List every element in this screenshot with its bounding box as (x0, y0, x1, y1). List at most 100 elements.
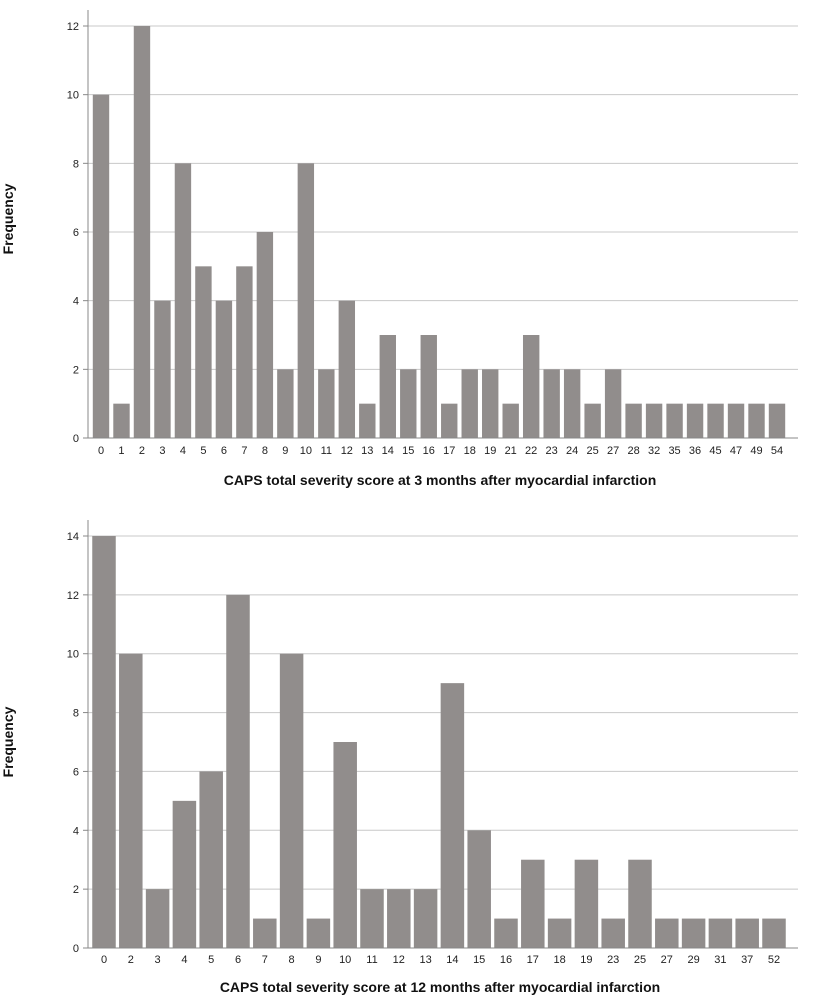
x-tick-label: 31 (714, 954, 726, 966)
y-axis-title-12-months: Frequency (0, 706, 16, 777)
x-tick-label: 19 (484, 445, 496, 457)
bar (655, 918, 679, 948)
bar (494, 918, 518, 948)
bar (172, 800, 197, 948)
y-tick-label: 4 (73, 296, 79, 308)
x-tick-label: 0 (101, 954, 107, 966)
x-tick-label: 13 (419, 954, 431, 966)
bar (360, 889, 384, 948)
bar (502, 403, 519, 438)
bar (482, 369, 499, 438)
x-tick-label: 16 (423, 445, 435, 457)
bar (297, 163, 315, 439)
bar (522, 335, 540, 438)
bar (215, 300, 233, 438)
x-tick-label: 3 (155, 954, 161, 966)
bar (92, 536, 116, 948)
x-tick-label: 14 (382, 445, 394, 457)
x-tick-label: 17 (527, 954, 539, 966)
x-tick-label: 18 (553, 954, 565, 966)
bar (748, 403, 765, 438)
y-tick-label: 0 (73, 943, 79, 955)
x-tick-label: 8 (262, 445, 268, 457)
x-tick-label: 2 (139, 445, 145, 457)
y-tick-label: 2 (73, 364, 79, 376)
x-tick-label: 27 (661, 954, 673, 966)
y-tick-label: 12 (67, 590, 79, 602)
x-tick-label: 32 (648, 445, 660, 457)
x-tick-label: 4 (181, 954, 187, 966)
bar (708, 918, 733, 948)
bar (521, 859, 545, 948)
x-tick-label: 36 (689, 445, 701, 457)
bar (318, 369, 335, 438)
bar (441, 403, 458, 438)
x-tick-label: 9 (282, 445, 288, 457)
bar (681, 918, 706, 948)
x-tick-label: 29 (687, 954, 699, 966)
x-tick-label: 3 (159, 445, 165, 457)
x-tick-label: 7 (241, 445, 247, 457)
bar (707, 403, 724, 438)
x-tick-label: 16 (500, 954, 512, 966)
bar (413, 889, 438, 948)
y-axis-title-3-months: Frequency (0, 183, 16, 254)
y-tick-label: 6 (73, 766, 79, 778)
y-tick-label: 12 (67, 21, 79, 33)
bar (727, 403, 745, 438)
x-tick-label: 12 (393, 954, 405, 966)
bar (145, 889, 170, 948)
bar (768, 403, 786, 438)
x-tick-label: 4 (180, 445, 186, 457)
bar (440, 683, 465, 948)
bar (338, 300, 356, 438)
bar (333, 742, 357, 948)
bar (645, 403, 663, 438)
bar (625, 403, 642, 438)
x-axis-title-12-months: CAPS total severity score at 12 months a… (220, 979, 660, 995)
bar (400, 369, 417, 438)
x-tick-label: 49 (750, 445, 762, 457)
bar (601, 918, 625, 948)
x-tick-label: 9 (315, 954, 321, 966)
x-tick-label: 22 (525, 445, 537, 457)
x-tick-label: 11 (321, 445, 332, 457)
bar (379, 335, 396, 438)
x-tick-label: 5 (208, 954, 214, 966)
bar (154, 300, 171, 438)
bar (92, 94, 110, 439)
x-tick-label: 19 (580, 954, 592, 966)
bar (226, 594, 250, 948)
bar (359, 403, 376, 438)
bar (461, 369, 478, 438)
x-tick-label: 37 (741, 954, 753, 966)
x-tick-label: 0 (98, 445, 104, 457)
bar (195, 266, 212, 438)
x-tick-label: 25 (634, 954, 646, 966)
bar (199, 771, 223, 948)
bar (543, 369, 560, 438)
x-tick-label: 6 (221, 445, 227, 457)
y-tick-label: 14 (67, 531, 79, 543)
x-tick-label: 21 (505, 445, 517, 457)
bar (574, 859, 599, 948)
bar (133, 26, 151, 438)
bar (279, 653, 304, 948)
x-tick-label: 27 (607, 445, 619, 457)
bar (666, 403, 683, 438)
histogram-3-months: Frequency CAPS total severity score at 3… (0, 10, 798, 488)
x-tick-label: 11 (366, 954, 377, 966)
bar (563, 369, 581, 438)
y-tick-label: 10 (67, 90, 79, 102)
x-tick-label: 8 (289, 954, 295, 966)
x-tick-label: 2 (128, 954, 134, 966)
bar (119, 653, 143, 948)
bar (584, 403, 601, 438)
x-tick-label: 17 (443, 445, 455, 457)
y-tick-label: 2 (73, 884, 79, 896)
y-tick-label: 0 (73, 433, 79, 445)
x-tick-label: 6 (235, 954, 241, 966)
x-tick-label: 47 (730, 445, 742, 457)
bar (174, 163, 192, 439)
x-tick-label: 15 (473, 954, 485, 966)
